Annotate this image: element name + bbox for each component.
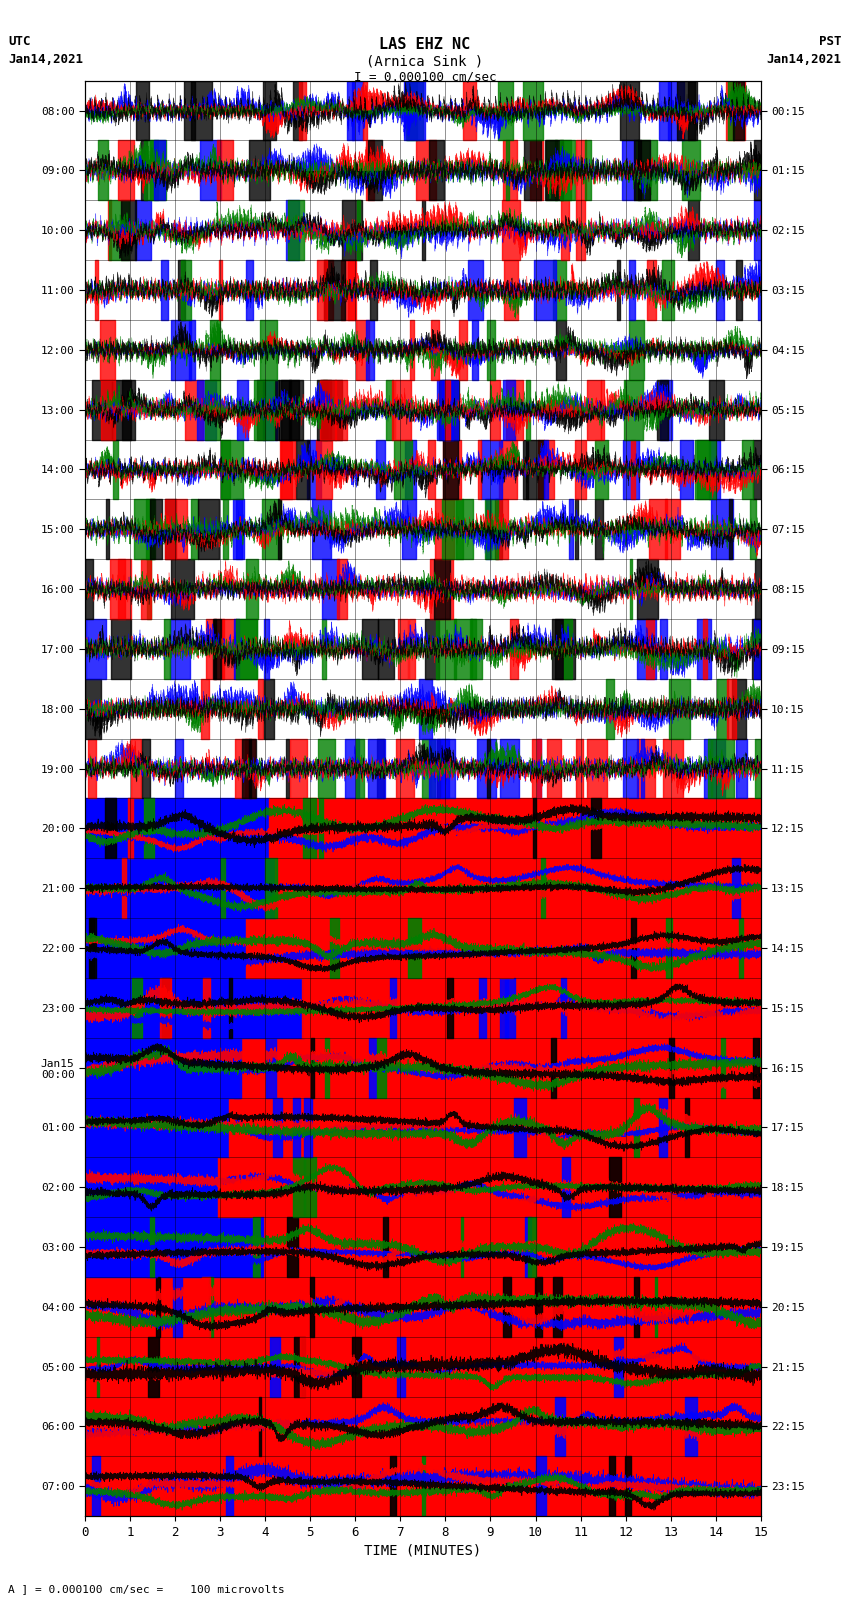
Text: A ] = 0.000100 cm/sec =    100 microvolts: A ] = 0.000100 cm/sec = 100 microvolts xyxy=(8,1584,286,1594)
Text: (Arnica Sink ): (Arnica Sink ) xyxy=(366,55,484,69)
Text: PST: PST xyxy=(819,35,842,48)
Text: UTC: UTC xyxy=(8,35,31,48)
Text: LAS EHZ NC: LAS EHZ NC xyxy=(379,37,471,52)
X-axis label: TIME (MINUTES): TIME (MINUTES) xyxy=(365,1544,481,1557)
Text: I = 0.000100 cm/sec: I = 0.000100 cm/sec xyxy=(354,71,496,84)
Text: Jan14,2021: Jan14,2021 xyxy=(8,53,83,66)
Text: Jan14,2021: Jan14,2021 xyxy=(767,53,842,66)
